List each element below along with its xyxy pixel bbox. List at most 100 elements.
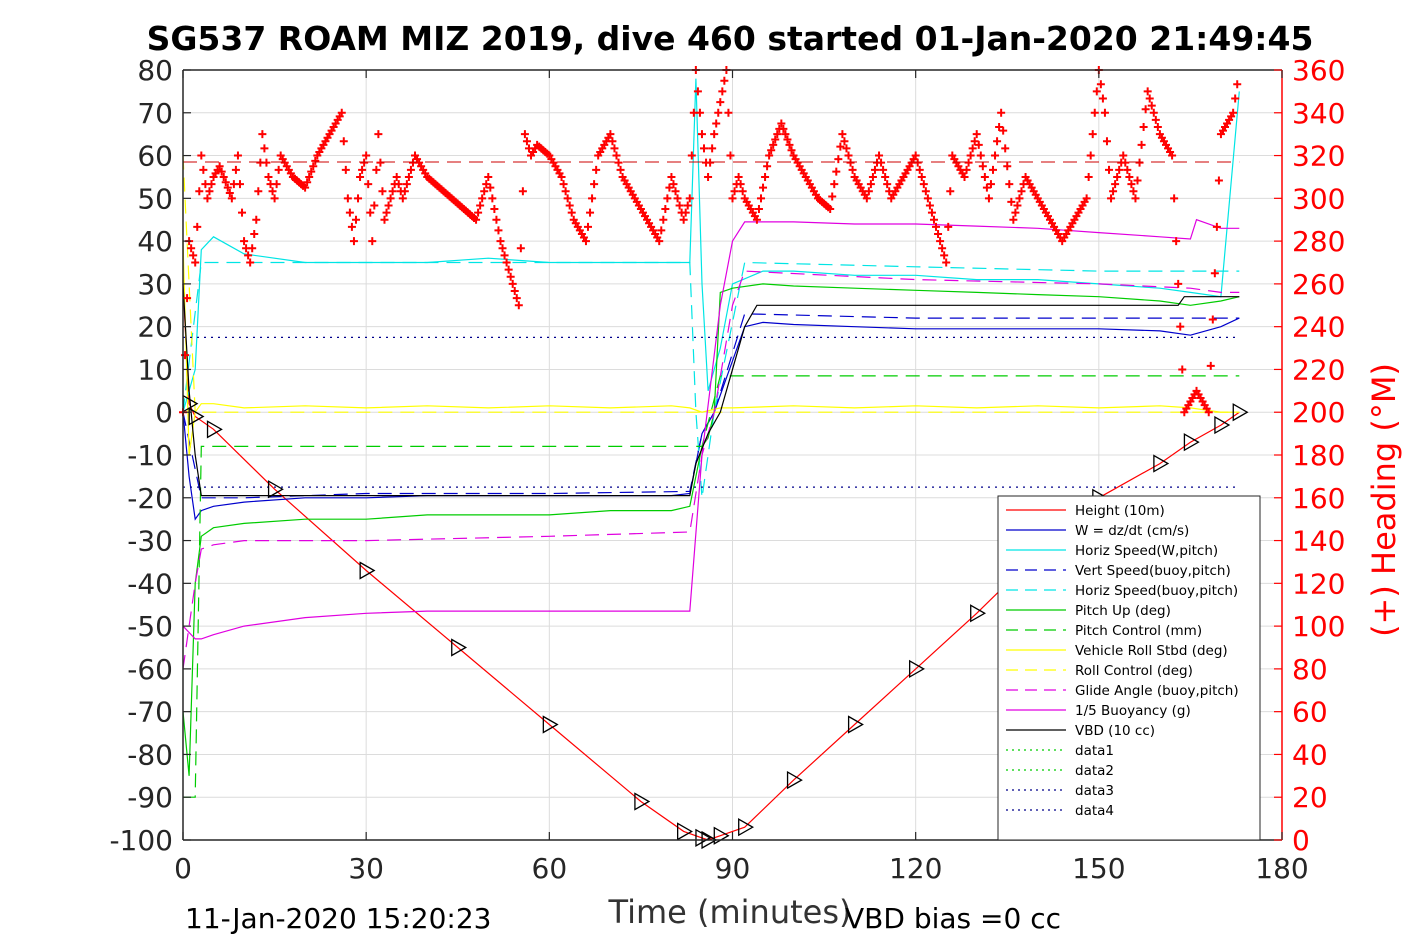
legend-label: Pitch Control (mm) [1075,623,1202,639]
heading-marker [372,165,381,174]
heading-marker [516,244,525,253]
y2-tick-label: 360 [1292,54,1345,87]
y2-tick-label: 300 [1292,182,1345,215]
heading-marker [1090,108,1099,117]
heading-marker [736,180,745,189]
x-tick-label: 30 [348,852,384,885]
heading-marker [704,172,713,181]
heading-marker [944,222,953,231]
heading-marker [225,188,234,197]
heading-marker [219,172,228,181]
heading-marker [472,215,481,224]
heading-marker [754,205,763,214]
heading-marker [404,172,413,181]
heading-marker [832,167,841,176]
heading-marker [557,172,566,181]
heading-marker [504,265,513,274]
heading-marker [767,146,776,155]
heading-marker [518,187,527,196]
heading-marker [494,226,503,235]
heading-marker [193,222,202,231]
height-marker [695,828,712,847]
heading-marker [993,137,1002,146]
heading-marker [986,180,995,189]
heading-marker [480,187,489,196]
y-tick-label: -50 [127,610,173,643]
heading-marker [1129,187,1138,196]
legend-label: Vert Speed(buoy,pitch) [1075,563,1231,579]
heading-marker [195,187,204,196]
heading-marker [840,137,849,146]
heading-marker [828,192,837,201]
heading-marker [773,130,782,139]
y2-tick-label: 200 [1292,396,1345,429]
y-tick-label: -80 [127,738,173,771]
heading-marker [1176,322,1185,331]
heading-marker [913,158,922,167]
heading-marker [716,98,725,107]
y-tick-label: -70 [127,696,173,729]
height-marker [786,770,803,790]
heading-marker [1139,123,1148,132]
heading-marker [1082,194,1091,203]
heading-marker [1092,87,1101,96]
heading-marker [836,142,845,151]
heading-marker [482,180,491,189]
heading-marker [561,187,570,196]
heading-marker [356,172,365,181]
height-marker [1232,403,1249,422]
heading-marker [341,165,350,174]
heading-marker [870,165,879,174]
heading-marker [1115,165,1124,174]
x-axis-label: Time (minutes) [608,893,852,931]
heading-marker [1174,279,1183,288]
heading-marker [779,124,788,133]
heading-marker [514,301,523,310]
legend-box [997,495,1261,841]
y2-tick-label: 320 [1292,140,1345,173]
heading-marker [510,287,519,296]
y-tick-label: 20 [137,311,173,344]
heading-marker [1013,201,1022,210]
heading-marker [663,194,672,203]
heading-marker [1137,140,1146,149]
y-tick-label: -20 [127,482,173,515]
heading-marker [938,244,947,253]
heading-marker [500,251,509,260]
heading-marker [877,158,886,167]
heading-marker [305,172,314,181]
height-marker [738,818,755,837]
heading-marker [1153,123,1162,132]
heading-marker [400,187,409,196]
heading-marker [612,151,621,160]
heading-marker [349,237,358,246]
height-marker [634,792,651,811]
heading-marker [785,140,794,149]
heading-marker [272,180,281,189]
heading-marker [376,158,385,167]
heading-marker [235,180,244,189]
y-tick-label: 80 [137,54,173,87]
heading-marker [215,162,224,171]
heading-marker [667,172,676,181]
heading-marker [337,108,346,117]
heading-marker [586,208,595,217]
heading-marker [199,165,208,174]
heading-marker [1017,187,1026,196]
heading-marker [706,158,715,167]
heading-marker [486,183,495,192]
heading-marker [488,194,497,203]
heading-marker [262,158,271,167]
height-marker [677,822,693,841]
heading-marker [1105,165,1114,174]
heading-marker [592,165,601,174]
y-tick-label: -10 [127,439,173,472]
heading-marker [362,151,371,160]
y2-tick-label: 40 [1292,738,1328,771]
heading-marker [911,151,920,160]
legend: Height (10m) W = dz/dt (cm/s) Horiz Speed(… [997,495,1261,841]
heading-marker [1102,137,1111,146]
heading-marker [221,178,230,187]
heading-marker [231,165,240,174]
height-marker [451,638,468,657]
